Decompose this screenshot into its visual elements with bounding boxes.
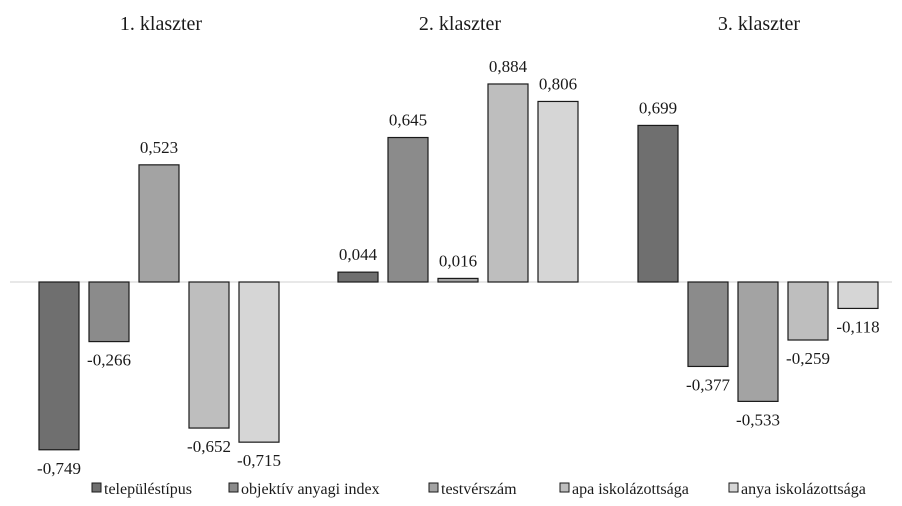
legend-label-2: objektív anyagi index (241, 481, 380, 498)
data-label-cluster1-series2: -0,266 (87, 351, 131, 370)
panel-title-1: 1. klaszter (120, 13, 203, 35)
bar-cluster1-series2 (88, 281, 130, 343)
legend-swatch-3 (428, 482, 439, 493)
data-label-cluster3-series2: -0,377 (686, 375, 730, 394)
bar-cluster3-series3 (737, 281, 779, 402)
bars-layer (38, 83, 879, 451)
data-label-cluster2-series2: 0,645 (389, 111, 427, 130)
bar-cluster2-series1 (337, 271, 379, 283)
data-label-cluster3-series4: -0,259 (786, 349, 830, 368)
data-label-cluster2-series1: 0,044 (339, 245, 378, 264)
bar-cluster3-series4 (787, 281, 829, 341)
bar-cluster2-series2 (387, 136, 429, 283)
legend-label-1: településtípus (104, 481, 192, 498)
legend-label-3: testvérszám (441, 481, 517, 498)
data-label-cluster3-series5: -0,118 (836, 317, 879, 336)
bar-cluster1-series1 (38, 281, 80, 451)
bar-cluster1-series3 (138, 164, 180, 283)
legend-swatch-1 (91, 482, 102, 493)
data-label-cluster1-series1: -0,749 (37, 459, 81, 478)
legend-swatch-2 (228, 482, 239, 493)
bar-cluster2-series5 (537, 100, 579, 283)
bar-cluster1-series4 (188, 281, 230, 429)
panel-title-3: 3. klaszter (718, 13, 801, 35)
legend-label-5: anya iskolázottsága (741, 481, 866, 498)
bar-cluster2-series4 (487, 83, 529, 283)
data-label-cluster2-series4: 0,884 (489, 57, 528, 76)
bar-cluster3-series2 (687, 281, 729, 368)
data-label-cluster3-series3: -0,533 (736, 410, 780, 429)
data-label-cluster1-series4: -0,652 (187, 437, 231, 456)
panel-title-2: 2. klaszter (419, 13, 502, 35)
panel-titles: 1. klaszter 2. klaszter 3. klaszter (120, 13, 801, 35)
data-label-cluster3-series1: 0,699 (639, 98, 677, 117)
data-label-cluster1-series3: 0,523 (140, 138, 178, 157)
bar-cluster1-series5 (238, 281, 280, 443)
legend-swatch-4 (559, 482, 570, 493)
bar-cluster3-series1 (637, 124, 679, 283)
data-label-cluster2-series5: 0,806 (539, 74, 577, 93)
bar-cluster2-series3 (437, 277, 479, 283)
legend-label-4: apa iskolázottsága (572, 481, 689, 498)
data-label-cluster1-series5: -0,715 (237, 451, 281, 470)
legend-swatch-5 (728, 482, 739, 493)
data-label-cluster2-series3: 0,016 (439, 251, 477, 270)
bar-cluster3-series5 (837, 281, 879, 310)
data-labels-layer: -0,749 0,044 0,699 -0,266 0,645 -0,377 0,523 0,… (37, 57, 880, 478)
legend: településtípus objektív anyagi index testv… (91, 481, 866, 498)
